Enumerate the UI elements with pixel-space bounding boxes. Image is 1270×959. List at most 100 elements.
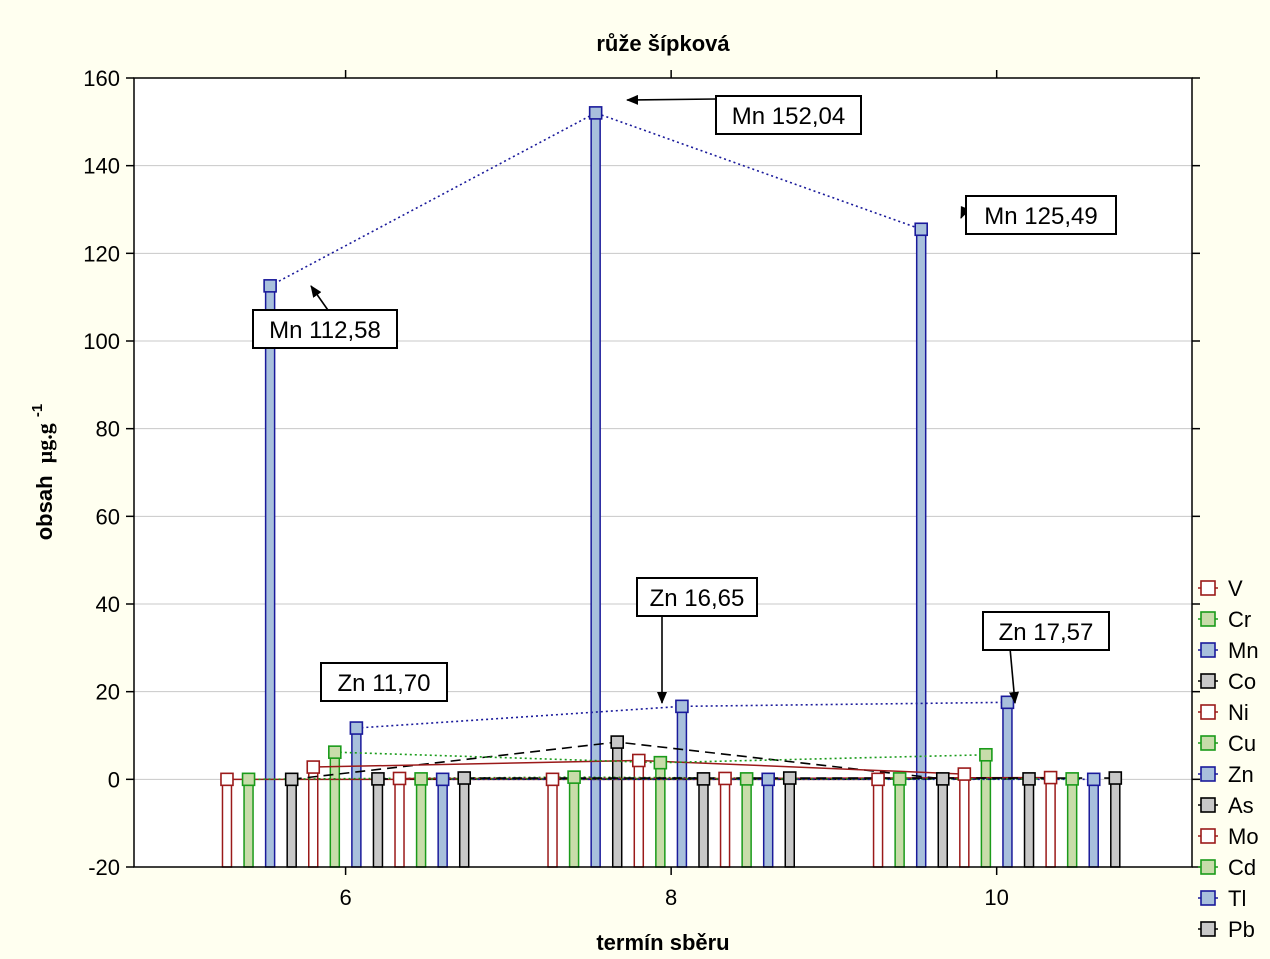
- bar-co-10: [937, 778, 949, 868]
- legend-swatch-cu: [1200, 735, 1216, 751]
- legend-label-tl: Tl: [1228, 886, 1246, 911]
- legend-label-mn: Mn: [1228, 638, 1259, 663]
- marker-ni-8: [631, 753, 646, 768]
- annotation-box-4: [636, 577, 758, 617]
- marker-cr-8: [567, 770, 581, 784]
- x-tick-label-2: 10: [984, 885, 1008, 910]
- y-tick-label-1: 0: [108, 767, 120, 792]
- marker-pb-8: [782, 771, 797, 785]
- annotation-label-2: Mn 125,49: [984, 203, 1097, 230]
- bar-cd-8: [741, 778, 752, 868]
- bar-cu-10: [980, 754, 992, 868]
- x-axis-title: termín sběru: [596, 930, 729, 955]
- bar-v-6: [221, 778, 233, 868]
- bar-pb-6: [458, 777, 470, 868]
- bar-pb-8: [784, 777, 796, 868]
- marker-co-8: [610, 735, 625, 749]
- y-axis: -20 0 20 40 60 80 100 120 140 160: [83, 66, 1200, 880]
- legend-swatch-tl: [1200, 890, 1216, 906]
- legend-swatch-cr: [1200, 611, 1216, 627]
- marker-v-8: [545, 772, 560, 787]
- legend-swatch-as: [1200, 797, 1216, 813]
- legend-swatch-co: [1200, 673, 1216, 689]
- bar-cd-6: [415, 778, 427, 868]
- bar-cr-6: [243, 778, 254, 868]
- legend-swatch-pb: [1200, 921, 1216, 937]
- y-tick-label-5: 80: [96, 417, 120, 442]
- bar-as-8: [698, 778, 709, 868]
- bar-mo-10: [1045, 776, 1056, 868]
- y-tick-label-0: -20: [88, 855, 120, 880]
- y-axis-title-exponent: -1: [29, 404, 46, 417]
- annotation-arrow-1: [626, 94, 717, 105]
- bar-pb-10: [1110, 777, 1121, 868]
- legend-swatch-zn: [1200, 766, 1216, 782]
- marker-as-6: [371, 772, 385, 786]
- marker-tl-10: [1086, 772, 1101, 787]
- marker-pb-10: [1108, 771, 1123, 785]
- bar-cd-10: [1066, 778, 1078, 868]
- bar-as-6: [372, 778, 384, 868]
- marker-v-6: [220, 772, 234, 787]
- bar-zn-6: [351, 727, 362, 868]
- annotation-label-1: Mn 152,04: [732, 103, 845, 130]
- y-axis-title-main: obsah: [32, 475, 57, 540]
- bar-tl-6: [437, 778, 448, 868]
- bar-mn-8: [590, 112, 601, 868]
- y-axis-title-unit: µg.g: [32, 423, 57, 463]
- bar-co-6: [286, 778, 297, 868]
- marker-mn-6: [263, 279, 277, 293]
- legend-swatch-mo: [1200, 828, 1216, 844]
- y-tick-label-3: 40: [96, 592, 120, 617]
- marker-mn-10: [914, 222, 928, 237]
- legend-swatch-cd: [1200, 859, 1216, 875]
- bar-as-10: [1023, 778, 1035, 868]
- marker-as-8: [696, 772, 711, 786]
- bar-mo-6: [394, 777, 405, 868]
- marker-tl-8: [761, 772, 775, 787]
- annotation-box-3: [320, 662, 448, 702]
- marker-cd-6: [414, 772, 428, 786]
- legend-label-cu: Cu: [1228, 731, 1256, 756]
- bar-zn-8: [676, 705, 688, 868]
- annotation-box-5: [982, 611, 1110, 651]
- marker-cd-8: [739, 772, 754, 786]
- annotation-label-3: Zn 11,70: [338, 670, 431, 697]
- annotation-arrow-0: [310, 285, 331, 314]
- bar-cr-10: [894, 778, 905, 868]
- bar-tl-10: [1088, 778, 1099, 868]
- y-tick-label-2: 20: [96, 680, 120, 705]
- bar-mn-10: [915, 228, 927, 868]
- annotation-label-5: Zn 17,57: [999, 619, 1094, 646]
- legend-label-zn: Zn: [1228, 762, 1254, 787]
- legend-label-as: As: [1228, 793, 1254, 818]
- x-axis: 6 8 10: [339, 70, 1009, 910]
- marker-cu-6: [328, 745, 342, 759]
- legend-label-pb: Pb: [1228, 917, 1255, 942]
- marker-as-10: [1022, 772, 1036, 786]
- y-tick-label-6: 100: [83, 329, 120, 354]
- marker-cd-10: [1065, 772, 1079, 786]
- legend-swatch-ni: [1200, 704, 1216, 720]
- legend-swatch-v: [1200, 580, 1216, 596]
- bar-cr-8: [568, 776, 580, 868]
- y-axis-title: obsah µg.g -1: [29, 404, 57, 541]
- marker-cu-8: [653, 755, 668, 770]
- marker-cu-10: [979, 747, 993, 762]
- marker-zn-10: [1000, 695, 1015, 710]
- y-tick-label-9: 160: [83, 66, 120, 91]
- y-tick-label-4: 60: [96, 504, 120, 529]
- annotation-arrow-5: [1009, 647, 1019, 704]
- x-tick-label-1: 8: [665, 885, 677, 910]
- bar-mo-8: [719, 777, 731, 868]
- bar-zn-10: [1002, 701, 1013, 868]
- bar-ni-10: [959, 773, 970, 868]
- marker-pb-6: [457, 771, 472, 785]
- annotation-box-1: [715, 95, 862, 135]
- chart-title: růže šípková: [596, 31, 730, 56]
- x-tick-label-0: 6: [339, 885, 351, 910]
- marker-v-10: [871, 772, 885, 787]
- legend: V Cr Mn Co Ni Cu Zn As Mo Cd Tl Pb: [1198, 576, 1259, 942]
- annotations: Mn 112,58 Mn 152,04 Mn 125,49 Zn 11,70 Zn 16…: [252, 94, 1117, 704]
